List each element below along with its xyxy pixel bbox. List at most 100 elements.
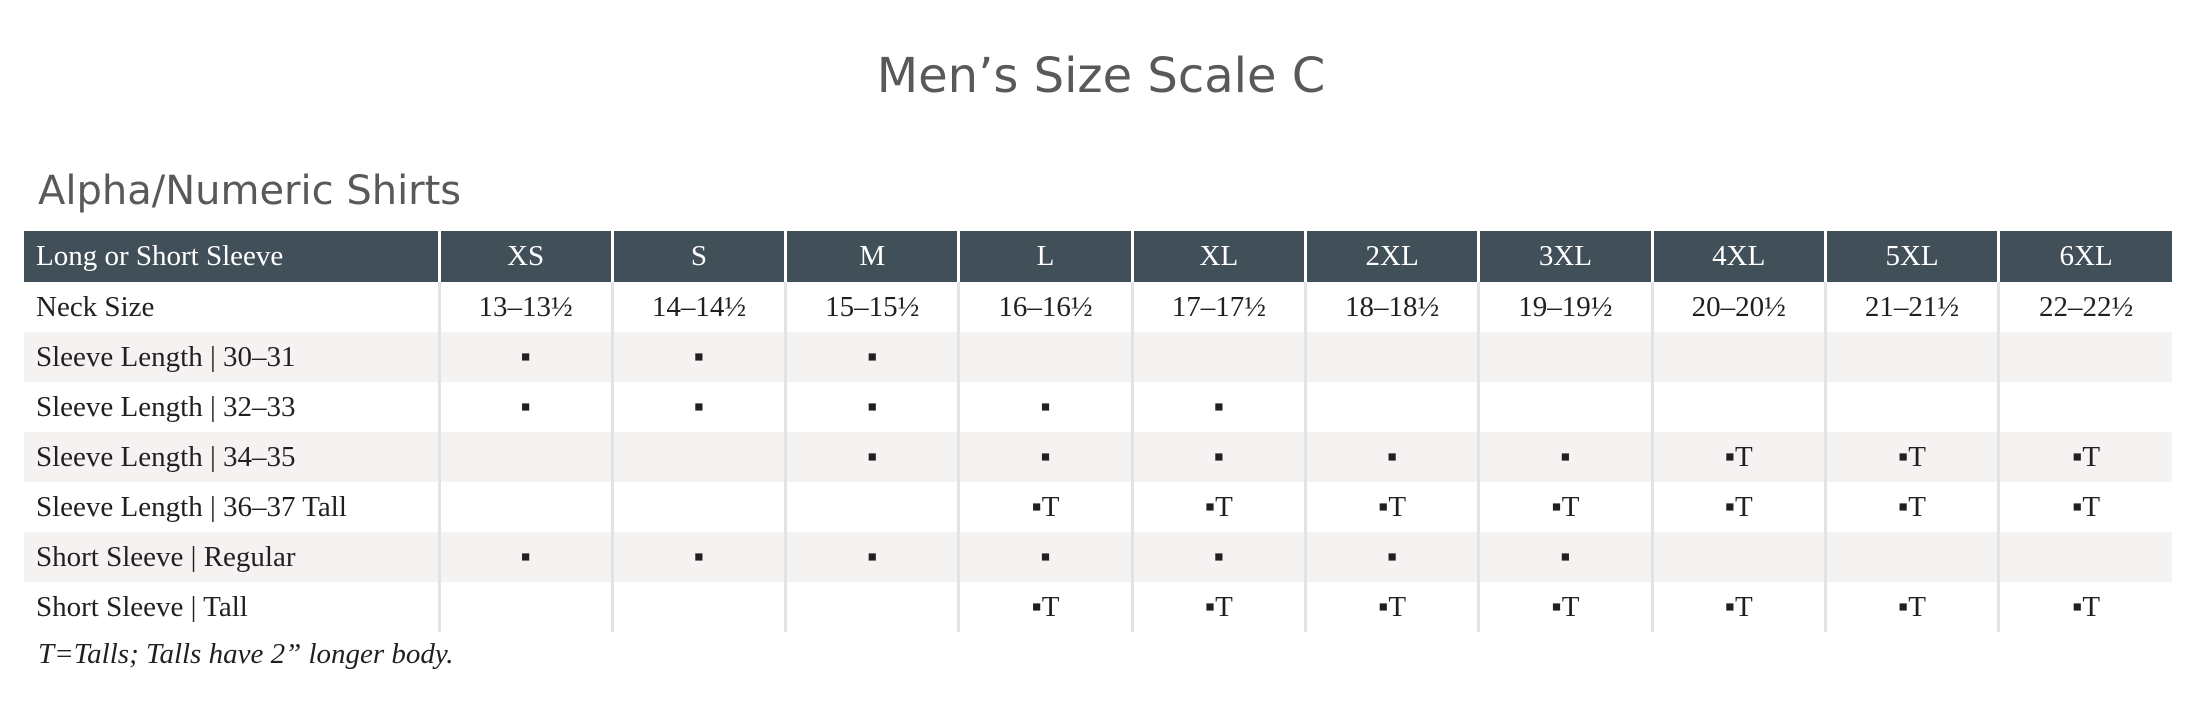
cell [437, 432, 613, 482]
table-row: Neck Size 13–13½ 14–14½ 15–15½ 16–16½ 17–17½ 1… [24, 282, 2172, 332]
cell: 16–16½ [957, 282, 1133, 332]
header-cell: XS [437, 231, 613, 282]
cell [1997, 332, 2172, 382]
header-cell: 2XL [1303, 231, 1479, 282]
cell [437, 482, 613, 532]
cell: 14–14½ [610, 282, 786, 332]
cell [1823, 532, 1999, 582]
size-table: Long or Short Sleeve XS S M L XL 2XL 3XL 4XL 5XL 6… [24, 231, 2172, 632]
cell: ▪T [957, 582, 1133, 632]
title: Men’s Size Scale C [876, 48, 1326, 104]
subtitle: Alpha/Numeric Shirts [38, 168, 462, 214]
cell: ▪ [957, 432, 1133, 482]
cell: ▪T [1303, 582, 1479, 632]
cell: ▪ [610, 332, 786, 382]
header-cell: XL [1130, 231, 1306, 282]
footnote: T=Talls; Talls have 2” longer body. [38, 638, 454, 670]
cell: ▪T [1823, 582, 1999, 632]
cell [957, 332, 1133, 382]
cell: ▪ [610, 532, 786, 582]
cell: ▪ [437, 382, 613, 432]
header-cell: 5XL [1823, 231, 1999, 282]
cell: ▪T [957, 482, 1133, 532]
cell: 19–19½ [1477, 282, 1653, 332]
row-label: Short Sleeve | Regular [24, 532, 439, 582]
cell: ▪T [1303, 482, 1479, 532]
cell [1650, 532, 1826, 582]
cell: ▪T [1823, 482, 1999, 532]
cell: ▪T [1650, 582, 1826, 632]
header-cell: 3XL [1477, 231, 1653, 282]
table-body: Neck Size 13–13½ 14–14½ 15–15½ 16–16½ 17–17½ 1… [24, 282, 2172, 632]
cell: 13–13½ [437, 282, 613, 332]
cell: ▪ [1303, 532, 1479, 582]
header-cell: M [784, 231, 959, 282]
cell [1650, 332, 1826, 382]
header-cell: S [610, 231, 786, 282]
header-cell: 6XL [1997, 231, 2172, 282]
cell: ▪ [784, 332, 959, 382]
cell [784, 582, 959, 632]
header-cell: 4XL [1650, 231, 1826, 282]
row-label: Sleeve Length | 32–33 [36, 390, 296, 423]
table-row: Sleeve Length | 30–31 ▪ ▪ ▪ [24, 332, 2172, 382]
row-label: Short Sleeve | Tall [36, 590, 248, 623]
cell: ▪T [1477, 582, 1653, 632]
row-label: Sleeve Length | 36–37 Tall [36, 490, 347, 523]
table-row: Short Sleeve | Tall ▪T ▪T ▪T ▪T ▪T ▪T ▪T [24, 582, 2172, 632]
cell [1303, 382, 1479, 432]
row-label: Sleeve Length | 30–31 [24, 332, 439, 382]
cell [1650, 382, 1826, 432]
cell: ▪T [1130, 482, 1306, 532]
cell: ▪ [1130, 532, 1306, 582]
cell [1477, 332, 1653, 382]
cell: ▪ [1303, 432, 1479, 482]
cell [1130, 332, 1306, 382]
cell: ▪ [784, 432, 959, 482]
row-label: Neck Size [36, 290, 155, 323]
row-label: Sleeve Length | 34–35 [24, 432, 439, 482]
cell: 22–22½ [1997, 282, 2172, 332]
cell: ▪ [957, 382, 1133, 432]
cell: ▪T [1997, 582, 2172, 632]
cell: ▪ [1477, 432, 1653, 482]
cell: ▪ [1130, 432, 1306, 482]
header-row: Long or Short Sleeve XS S M L XL 2XL 3XL 4XL 5XL 6… [24, 231, 2172, 282]
table-row: Sleeve Length | 36–37 Tall ▪T ▪T ▪T ▪T ▪T ▪T ▪T [24, 482, 2172, 532]
table-row: Sleeve Length | 34–35 ▪ ▪ ▪ ▪ ▪ ▪T ▪T ▪T [24, 432, 2172, 482]
cell: 21–21½ [1823, 282, 1999, 332]
cell: ▪ [784, 532, 959, 582]
cell: ▪T [1650, 482, 1826, 532]
cell: ▪T [1130, 582, 1306, 632]
cell: 20–20½ [1650, 282, 1826, 332]
cell: ▪T [1997, 432, 2172, 482]
cell: ▪T [1823, 432, 1999, 482]
cell: ▪ [1130, 382, 1306, 432]
cell: ▪ [957, 532, 1133, 582]
cell [437, 582, 613, 632]
cell [1997, 382, 2172, 432]
cell: 17–17½ [1130, 282, 1306, 332]
cell [610, 582, 786, 632]
table-row: Sleeve Length | 32–33 ▪ ▪ ▪ ▪ ▪ [24, 382, 2172, 432]
table-row: Short Sleeve | Regular ▪ ▪ ▪ ▪ ▪ ▪ ▪ [24, 532, 2172, 582]
cell [1823, 332, 1999, 382]
cell: ▪ [784, 382, 959, 432]
cell [1997, 532, 2172, 582]
cell: ▪ [437, 532, 613, 582]
cell: 18–18½ [1303, 282, 1479, 332]
cell: ▪ [437, 332, 613, 382]
cell: ▪ [1477, 532, 1653, 582]
cell: ▪T [1650, 432, 1826, 482]
cell: ▪T [1477, 482, 1653, 532]
cell [784, 482, 959, 532]
header-cell: Long or Short Sleeve [24, 231, 439, 282]
cell: 15–15½ [784, 282, 959, 332]
cell [610, 482, 786, 532]
cell [1823, 382, 1999, 432]
cell [1303, 332, 1479, 382]
cell: ▪ [610, 382, 786, 432]
cell [1477, 382, 1653, 432]
cell: ▪T [1997, 482, 2172, 532]
